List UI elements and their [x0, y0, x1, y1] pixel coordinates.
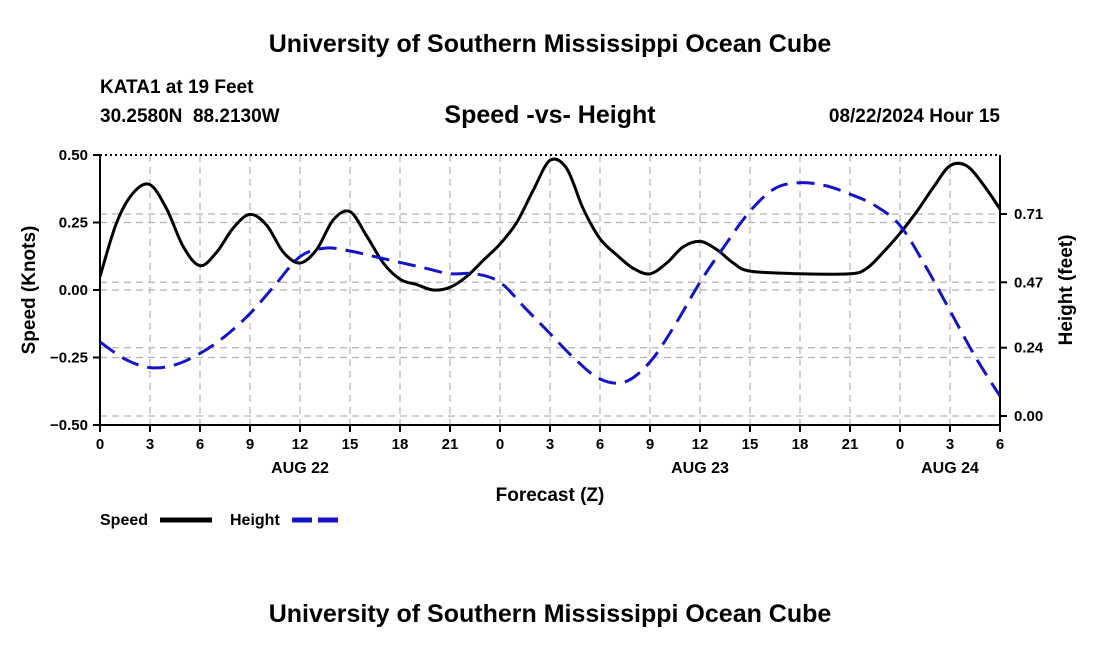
- x-tick-label: 21: [842, 436, 859, 453]
- x-tick-label: 18: [392, 436, 409, 453]
- x-tick-label: 6: [196, 436, 204, 453]
- series-line-speed: [100, 157, 1000, 292]
- legend-label-height: Height: [230, 512, 280, 529]
- y2-tick-label: 0.47: [1014, 274, 1043, 291]
- x-date-label: AUG 23: [671, 460, 729, 477]
- x-tick-label: 15: [342, 436, 359, 453]
- y-tick-label: −0.50: [50, 417, 88, 434]
- chart-plot: 0 3 6 9 12 15 18 21 0 3 6 9 12 15 18 21 0 3 6 AUG 22 AUG 23 A…: [19, 147, 1077, 529]
- chart-title: University of Southern Mississippi Ocean…: [268, 30, 832, 58]
- x-tick-label: 9: [646, 436, 654, 453]
- y2-tick-label: 0.71: [1014, 206, 1043, 223]
- x-date-label: AUG 24: [921, 460, 979, 477]
- footer-title: University of Southern Mississippi Ocean…: [268, 600, 832, 628]
- legend-label-speed: Speed: [100, 512, 148, 529]
- x-date-label: AUG 22: [271, 460, 329, 477]
- x-axis-title: Forecast (Z): [496, 485, 605, 506]
- x-tick-label: 6: [996, 436, 1004, 453]
- x-tick-label: 9: [246, 436, 254, 453]
- x-tick-label: 21: [442, 436, 459, 453]
- datetime-label: 08/22/2024 Hour 15: [828, 106, 1000, 127]
- x-tick-label: 3: [146, 436, 154, 453]
- x-tick-label: 3: [546, 436, 554, 453]
- x-tick-label: 6: [596, 436, 604, 453]
- x-tick-label: 12: [292, 436, 309, 453]
- y2-tick-label: 0.24: [1014, 340, 1044, 357]
- x-tick-label: 0: [496, 436, 504, 453]
- x-tick-label: 15: [742, 436, 759, 453]
- chart-subtitle: Speed -vs- Height: [444, 101, 656, 129]
- y2-tick-label: 0.00: [1014, 408, 1043, 425]
- x-tick-label: 3: [946, 436, 954, 453]
- y-tick-label: −0.25: [50, 350, 88, 367]
- coordinates-label: 30.2580N 88.2130W: [100, 106, 280, 127]
- y2-axis-title: Height (feet): [1056, 235, 1077, 346]
- y-tick-label: 0.50: [59, 147, 88, 164]
- x-tick-label: 18: [792, 436, 809, 453]
- x-tick-label: 12: [692, 436, 709, 453]
- series-line-height: [100, 181, 1000, 397]
- x-tick-label: 0: [896, 436, 904, 453]
- y-tick-label: 0.25: [59, 215, 88, 232]
- x-tick-label: 0: [96, 436, 104, 453]
- y-axis-title: Speed (Knots): [19, 226, 40, 355]
- station-label: KATA1 at 19 Feet: [100, 77, 254, 98]
- y-tick-label: 0.00: [59, 282, 88, 299]
